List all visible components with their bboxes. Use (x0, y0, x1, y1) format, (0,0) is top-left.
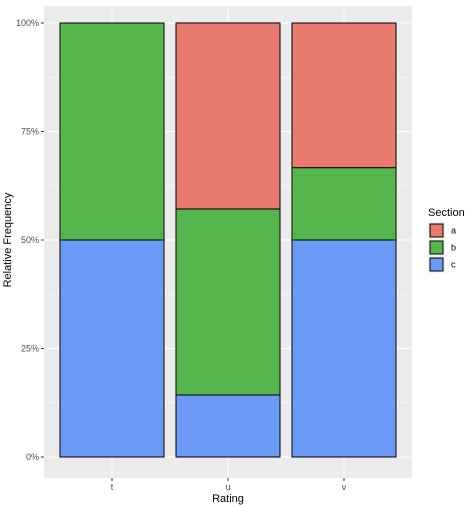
y-tick-label: 100% (16, 18, 39, 28)
x-axis-title: Rating (212, 493, 244, 505)
y-tick-label: 50% (21, 235, 39, 245)
y-axis: 0% 25% 50% 75% 100% (16, 18, 44, 462)
legend: Section abc (428, 207, 465, 273)
legend-title: Section (428, 207, 465, 219)
y-tick-label: 75% (21, 127, 39, 137)
bar-u-c (175, 394, 281, 458)
x-tick-label: t (111, 482, 114, 492)
x-tick-label: v (342, 482, 347, 492)
bar-v-b (291, 167, 397, 241)
bar-t-b (59, 22, 165, 241)
x-tick-label: u (225, 482, 230, 492)
legend-swatch-a (429, 223, 444, 238)
legend-label-b: b (451, 243, 456, 253)
legend-swatch-b (429, 240, 444, 255)
x-axis: t u v (111, 478, 347, 492)
bar-u-a (175, 22, 281, 210)
bar-v-a (291, 22, 397, 169)
bars (59, 22, 397, 458)
bar-t-c (59, 239, 165, 458)
bar-u-b (175, 208, 281, 396)
y-tick-label: 25% (21, 344, 39, 354)
legend-swatch-c (429, 257, 444, 272)
legend-label-c: c (451, 260, 456, 270)
bar-v-c (291, 239, 397, 458)
y-tick-label: 0% (26, 452, 39, 462)
y-axis-title: Relative Frequency (2, 192, 14, 287)
legend-label-a: a (451, 226, 456, 236)
